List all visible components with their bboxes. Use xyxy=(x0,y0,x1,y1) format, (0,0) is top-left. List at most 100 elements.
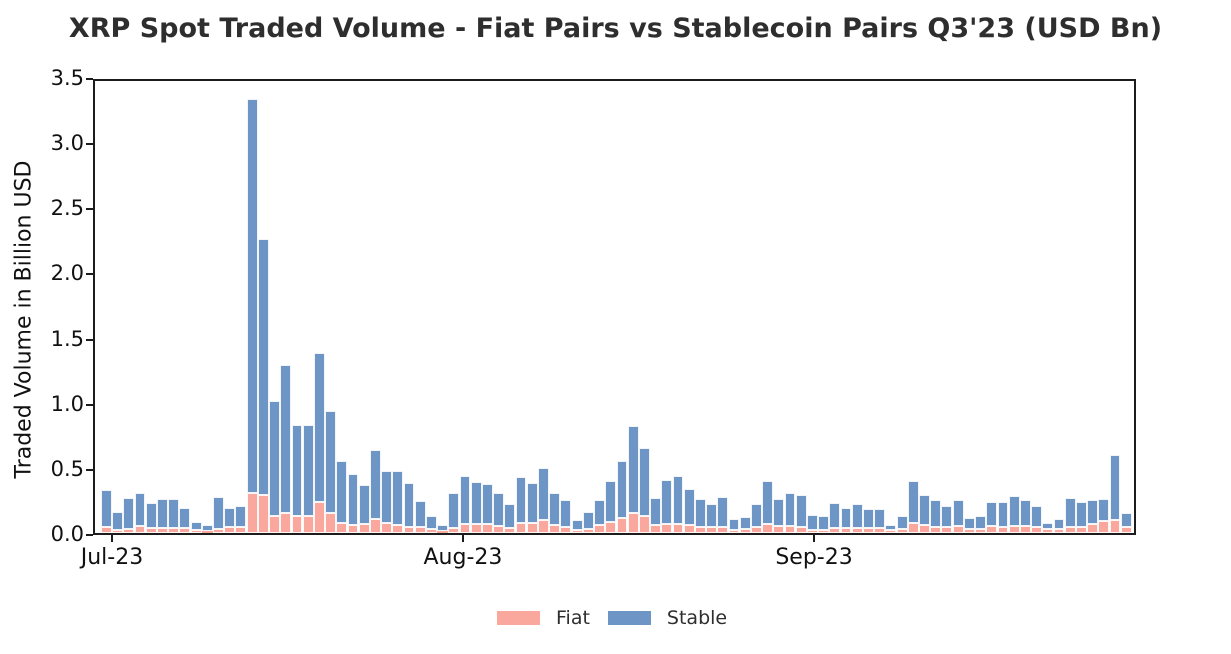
bar-segment-fiat xyxy=(1042,529,1054,533)
bar-day-35 xyxy=(482,483,493,533)
bar-day-83 xyxy=(1019,499,1031,533)
bar-day-86 xyxy=(1053,518,1065,533)
bar-day-56 xyxy=(717,497,729,533)
bar-segment-fiat xyxy=(571,530,583,533)
bar-segment-fiat xyxy=(538,519,549,533)
bar-segment-stable xyxy=(840,508,852,529)
bar-segment-fiat xyxy=(1008,525,1020,533)
legend-label-stable: Stable xyxy=(666,607,728,629)
bar-segment-fiat xyxy=(1098,521,1110,533)
bar-segment-stable xyxy=(403,482,415,527)
bar-segment-stable xyxy=(392,471,404,526)
bar-segment-stable xyxy=(1031,506,1042,527)
bar-day-92 xyxy=(1120,513,1132,533)
bar-segment-fiat xyxy=(907,522,919,533)
bar-segment-stable xyxy=(190,521,202,531)
bar-segment-fiat xyxy=(650,525,661,533)
bar-segment-stable xyxy=(459,475,471,524)
bar-segment-fiat xyxy=(269,516,280,533)
bar-segment-stable xyxy=(885,525,897,531)
bar-segment-stable xyxy=(538,467,549,520)
bar-day-49 xyxy=(638,448,650,533)
bar-segment-stable xyxy=(123,497,135,530)
bar-segment-fiat xyxy=(728,529,740,533)
bar-segment-stable xyxy=(997,501,1009,527)
bar-segment-fiat xyxy=(168,527,180,533)
bar-segment-stable xyxy=(336,461,348,523)
x-tick-label: Aug-23 xyxy=(423,545,503,570)
x-tick-mark xyxy=(813,535,816,542)
bar-segment-fiat xyxy=(246,492,258,533)
bar-segment-fiat xyxy=(683,525,695,533)
bar-day-59 xyxy=(750,503,762,533)
bar-segment-fiat xyxy=(717,527,729,533)
bar-segment-fiat xyxy=(762,523,774,533)
bar-segment-stable xyxy=(168,498,180,528)
bar-day-34 xyxy=(470,482,482,533)
bar-segment-fiat xyxy=(291,516,303,533)
bar-segment-fiat xyxy=(1031,526,1042,533)
bar-day-79 xyxy=(975,516,986,533)
x-tick-mark xyxy=(461,535,464,542)
chart-title: XRP Spot Traded Volume - Fiat Pairs vs S… xyxy=(68,13,1163,44)
y-tick-label: 0.5 xyxy=(50,456,84,481)
bar-segment-fiat xyxy=(1120,527,1132,533)
bar-day-46 xyxy=(605,480,617,533)
bar-segment-fiat xyxy=(840,528,852,533)
bar-segment-stable xyxy=(795,494,807,527)
bar-segment-stable xyxy=(560,500,572,527)
bar-segment-fiat xyxy=(123,529,135,533)
bar-day-80 xyxy=(986,501,998,533)
bar-segment-fiat xyxy=(280,513,292,533)
bar-segment-stable xyxy=(269,401,280,517)
bar-day-27 xyxy=(392,471,404,533)
bar-segment-fiat xyxy=(358,523,370,533)
bar-segment-stable xyxy=(1019,499,1031,526)
bar-day-58 xyxy=(739,516,751,533)
bar-segment-stable xyxy=(941,506,953,527)
bar-day-26 xyxy=(381,471,393,533)
bar-segment-stable xyxy=(1120,513,1132,528)
y-tick-label: 2.0 xyxy=(50,261,84,286)
bar-segment-stable xyxy=(907,480,919,523)
bar-day-20 xyxy=(313,353,325,533)
bar-day-38 xyxy=(515,476,527,533)
bar-segment-stable xyxy=(1042,522,1054,530)
bar-day-63 xyxy=(795,494,807,533)
bar-segment-stable xyxy=(773,499,785,526)
bar-segment-stable xyxy=(325,410,336,514)
bar-segment-fiat xyxy=(784,525,796,533)
bar-day-36 xyxy=(493,492,505,533)
bar-day-32 xyxy=(448,492,460,533)
bar-day-23 xyxy=(347,474,359,533)
bar-segment-stable xyxy=(470,482,482,524)
y-tick-label: 0.0 xyxy=(50,522,84,546)
bar-segment-fiat xyxy=(661,523,673,533)
bar-segment-stable xyxy=(807,515,818,530)
bar-segment-fiat xyxy=(459,523,471,533)
bar-segment-fiat xyxy=(919,525,930,533)
bar-segment-fiat xyxy=(616,518,628,533)
bar-segment-stable xyxy=(201,525,213,532)
bar-segment-stable xyxy=(750,503,762,528)
y-tick-mark xyxy=(86,468,93,471)
bar-segment-stable xyxy=(101,490,112,528)
bar-day-3 xyxy=(123,497,135,533)
bar-segment-stable xyxy=(134,492,146,526)
bar-segment-stable xyxy=(594,499,605,526)
bar-day-64 xyxy=(807,515,818,533)
bar-segment-stable xyxy=(493,492,505,526)
bar-segment-fiat xyxy=(437,531,449,533)
bar-segment-fiat xyxy=(851,527,863,533)
bar-segment-fiat xyxy=(448,527,460,533)
x-tick-label: Jul-23 xyxy=(80,545,144,570)
bar-segment-stable xyxy=(582,512,594,530)
bar-segment-stable xyxy=(112,512,124,531)
bar-day-25 xyxy=(369,449,381,533)
bar-day-14 xyxy=(246,99,258,533)
bar-segment-fiat xyxy=(213,529,224,533)
bar-day-72 xyxy=(896,516,908,533)
bar-day-76 xyxy=(941,506,953,533)
bar-segment-fiat xyxy=(493,525,505,533)
bar-segment-stable xyxy=(425,516,437,530)
